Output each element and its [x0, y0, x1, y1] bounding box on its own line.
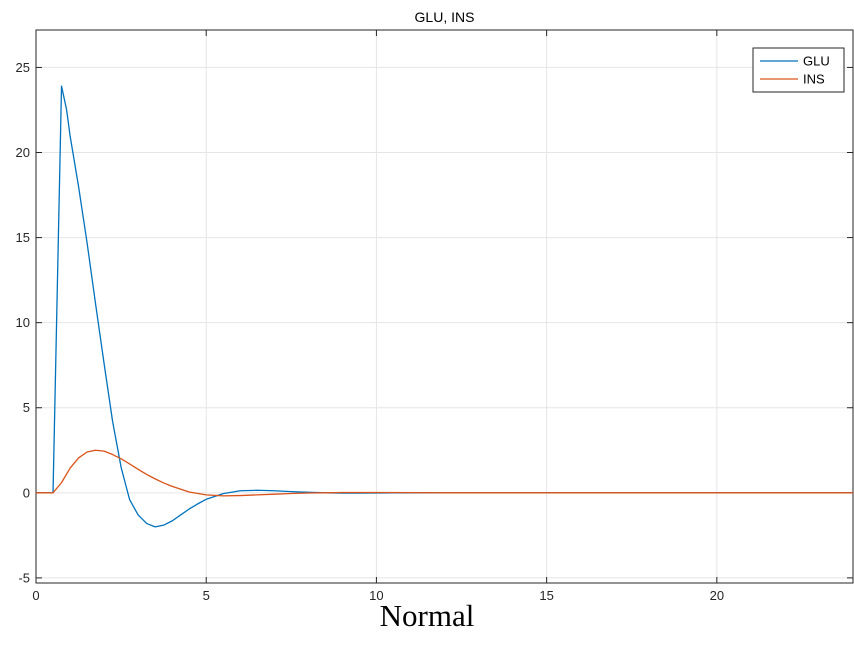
y-tick-label: 15 [16, 230, 30, 245]
x-tick-label: 10 [369, 588, 383, 600]
legend-box [752, 47, 845, 93]
legend-label-ins: INS [803, 72, 825, 87]
chart-title: GLU, INS [415, 9, 475, 25]
x-tick-label: 15 [539, 588, 553, 600]
series-line-ins [36, 449, 853, 497]
y-tick-label: 20 [16, 145, 30, 160]
y-tick-label: 0 [23, 485, 30, 500]
x-tick-label: 0 [32, 588, 39, 600]
legend: GLU INS [752, 47, 845, 93]
y-tick-label: 5 [23, 400, 30, 415]
plot-area-frame [35, 29, 854, 584]
x-tick-label: 5 [203, 588, 210, 600]
grid-lines [35, 30, 853, 583]
y-tick-label: 10 [16, 315, 30, 330]
x-tick-label: 20 [710, 588, 724, 600]
legend-label-glu: GLU [803, 54, 830, 69]
y-tick-label: 25 [16, 60, 30, 75]
figure-caption: Normal [379, 598, 475, 633]
y-tick-label: -5 [18, 570, 30, 585]
series-lines [36, 85, 853, 528]
